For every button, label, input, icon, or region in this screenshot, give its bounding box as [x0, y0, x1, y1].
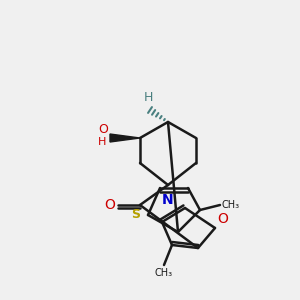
Text: CH₃: CH₃	[155, 268, 173, 278]
Text: O: O	[98, 123, 108, 136]
Text: O: O	[104, 198, 115, 212]
Text: S: S	[131, 208, 140, 221]
Text: H: H	[143, 91, 153, 104]
Text: O: O	[217, 212, 228, 226]
Text: H: H	[98, 137, 106, 147]
Text: N: N	[162, 193, 174, 207]
Polygon shape	[110, 134, 140, 142]
Text: CH₃: CH₃	[222, 200, 240, 210]
